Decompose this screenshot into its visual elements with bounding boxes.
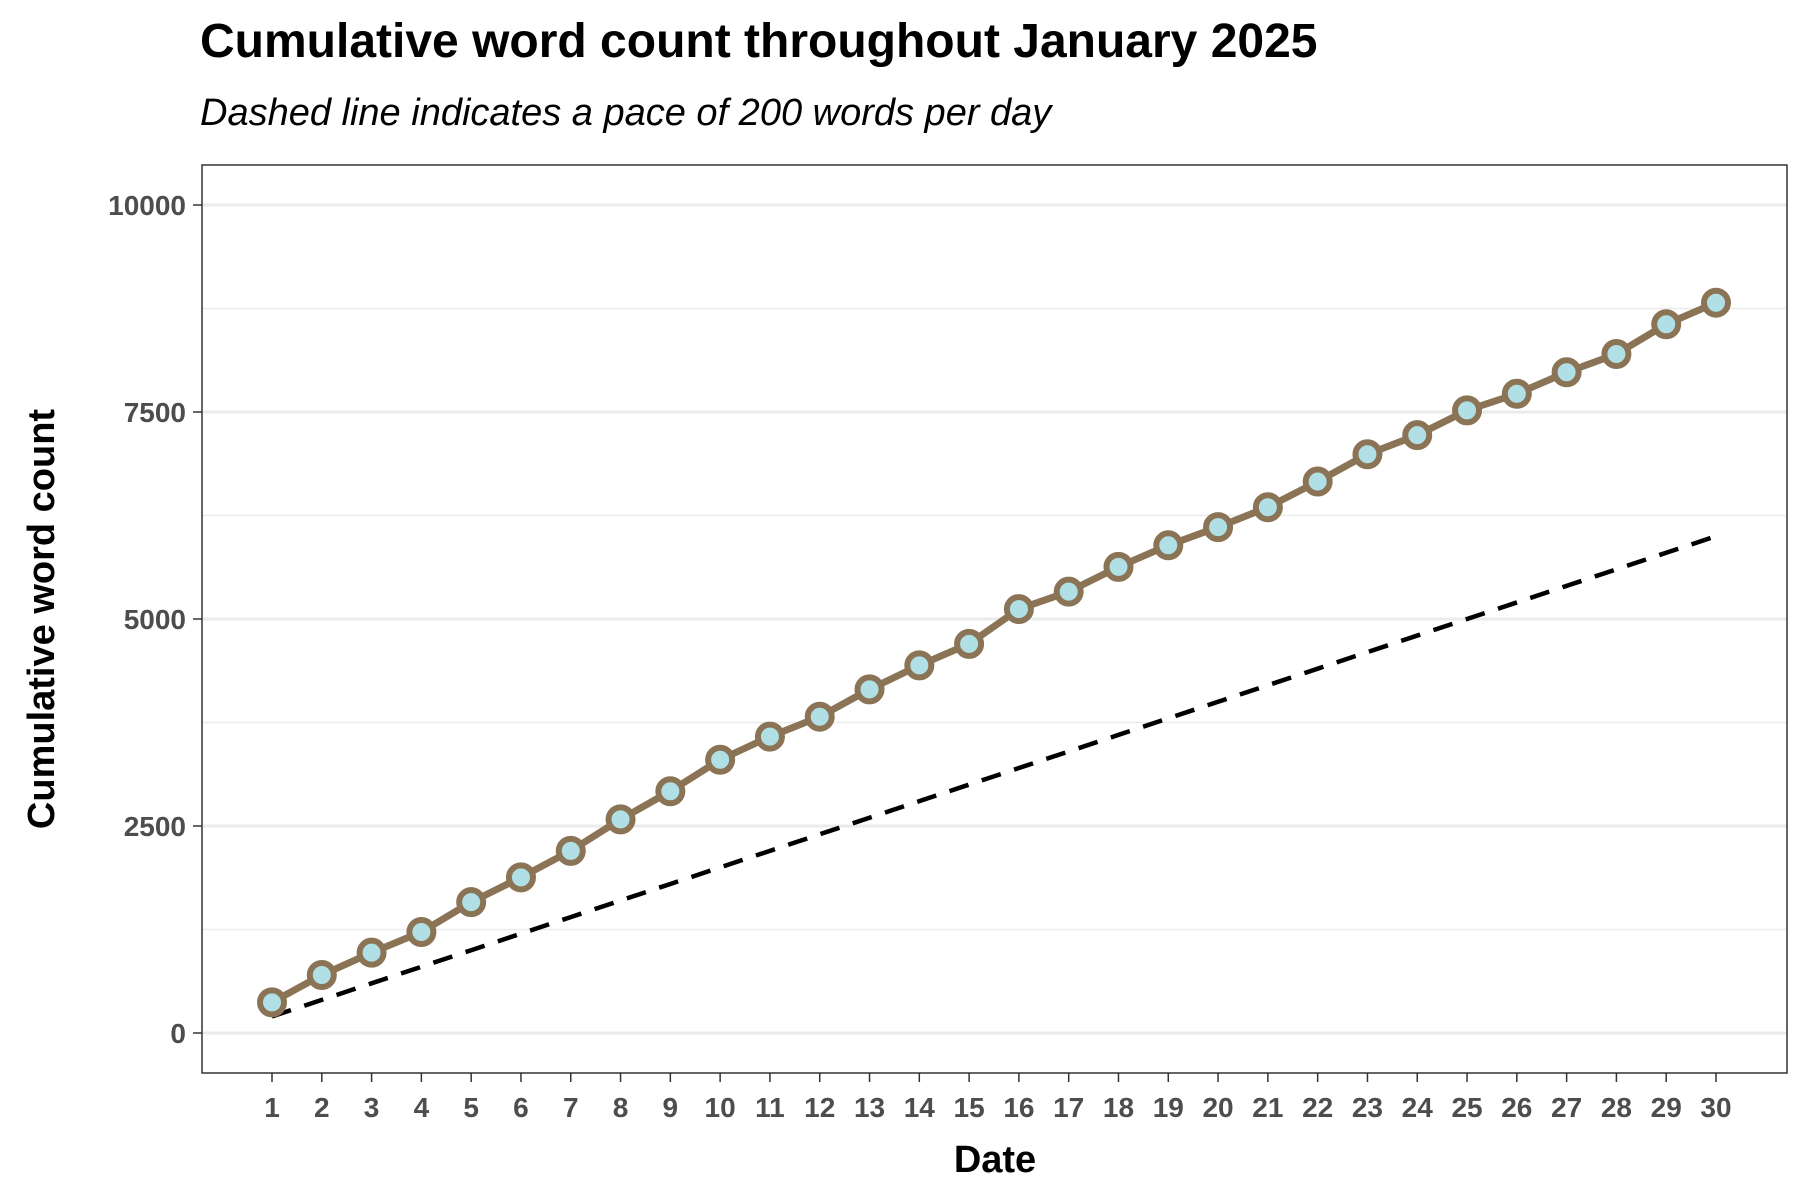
- x-tick-label: 23: [1352, 1092, 1383, 1123]
- data-point: [705, 744, 736, 775]
- data-point: [904, 650, 935, 681]
- x-tick-label: 7: [563, 1092, 579, 1123]
- x-tick-label: 10: [705, 1092, 736, 1123]
- series-layer: [257, 287, 1731, 1019]
- x-tick-label: 27: [1551, 1092, 1582, 1123]
- x-tick-label: 25: [1451, 1092, 1482, 1123]
- y-tick-label: 7500: [124, 397, 186, 428]
- data-point: [1651, 309, 1682, 340]
- x-tick-label: 8: [613, 1092, 629, 1123]
- y-tick-label: 2500: [124, 811, 186, 842]
- x-tick-label: 29: [1651, 1092, 1682, 1123]
- data-point: [954, 628, 985, 659]
- x-tick-label: 30: [1700, 1092, 1731, 1123]
- data-point: [555, 835, 586, 866]
- x-tick-label: 20: [1202, 1092, 1233, 1123]
- y-axis-title: Cumulative word count: [21, 409, 63, 829]
- y-tick-label: 0: [170, 1018, 186, 1049]
- x-tick-label: 12: [804, 1092, 835, 1123]
- data-point: [1103, 551, 1134, 582]
- x-tick-label: 4: [414, 1092, 430, 1123]
- data-point: [1352, 439, 1383, 470]
- data-point: [655, 776, 686, 807]
- x-tick-label: 26: [1501, 1092, 1532, 1123]
- data-point: [1252, 492, 1283, 523]
- x-tick-label: 21: [1252, 1092, 1283, 1123]
- data-point: [456, 887, 487, 918]
- data-point: [1053, 576, 1084, 607]
- x-tick-label: 6: [513, 1092, 529, 1123]
- x-tick-label: 3: [364, 1092, 380, 1123]
- data-point: [1601, 339, 1632, 370]
- x-tick-label: 1: [264, 1092, 280, 1123]
- x-tick-label: 22: [1302, 1092, 1333, 1123]
- x-tick-label: 9: [663, 1092, 679, 1123]
- chart-title: Cumulative word count throughout January…: [200, 15, 1318, 68]
- x-tick-label: 2: [314, 1092, 330, 1123]
- x-tick-label: 14: [904, 1092, 936, 1123]
- x-axis-title: Date: [954, 1139, 1036, 1181]
- x-tick-label: 5: [463, 1092, 479, 1123]
- data-point: [605, 804, 636, 835]
- data-point: [1501, 378, 1532, 409]
- reference-pace-line: [271, 534, 1717, 1019]
- x-tick-label: 28: [1601, 1092, 1632, 1123]
- x-tick-label: 18: [1103, 1092, 1134, 1123]
- x-tick-label: 16: [1003, 1092, 1034, 1123]
- data-point: [1551, 357, 1582, 388]
- data-point: [1402, 420, 1433, 451]
- data-point: [1003, 594, 1034, 625]
- data-point: [754, 721, 785, 752]
- y-tick-label: 5000: [124, 604, 186, 635]
- x-tick-label: 11: [755, 1092, 785, 1123]
- x-tick-label: 19: [1153, 1092, 1184, 1123]
- data-point: [1302, 466, 1333, 497]
- y-tick-label: 10000: [108, 190, 186, 221]
- data-point: [1452, 395, 1483, 426]
- data-point: [306, 960, 337, 991]
- x-tick-label: 24: [1402, 1092, 1434, 1123]
- grid-layer: [202, 203, 1787, 1035]
- x-tick-label: 17: [1053, 1092, 1084, 1123]
- data-point: [505, 862, 536, 893]
- x-tick-label: 13: [854, 1092, 885, 1123]
- data-point: [406, 916, 437, 947]
- data-point: [257, 987, 287, 1018]
- data-point: [854, 674, 885, 705]
- data-point: [356, 937, 387, 968]
- data-point: [1203, 512, 1234, 543]
- data-point: [804, 701, 835, 732]
- x-tick-label: 15: [954, 1092, 985, 1123]
- data-point: [1701, 287, 1731, 318]
- cumulative-series-line: [270, 299, 1718, 1006]
- chart-subtitle: Dashed line indicates a pace of 200 word…: [200, 92, 1052, 134]
- data-point: [1153, 530, 1184, 561]
